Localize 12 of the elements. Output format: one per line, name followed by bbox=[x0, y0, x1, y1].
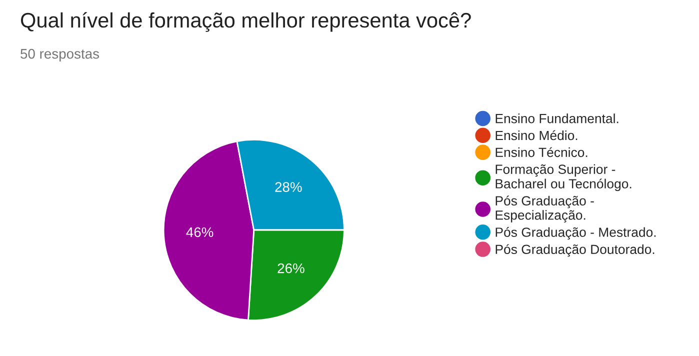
legend-label: Pós Graduação Doutorado. bbox=[496, 244, 654, 257]
legend-label: Ensino Técnico. bbox=[496, 147, 588, 158]
legend-label: Ensino Médio. bbox=[496, 130, 578, 140]
data-label: 46% bbox=[186, 227, 214, 238]
legend-label: Pós Graduação - Mestrado. bbox=[496, 227, 656, 240]
legend-label: Ensino Fundamental. bbox=[496, 114, 618, 124]
chart-title: Qual nível de formação melhor representa você? bbox=[20, 12, 471, 32]
data-label: 26% bbox=[278, 263, 304, 274]
chart-subtitle: 50 respostas bbox=[20, 48, 100, 62]
legend-label: Pós Graduação - Especialização. bbox=[496, 196, 594, 222]
data-label: 28% bbox=[275, 182, 302, 192]
legend-label: Formação Superior - Bacharel ou Tecnólogo. bbox=[496, 164, 632, 192]
